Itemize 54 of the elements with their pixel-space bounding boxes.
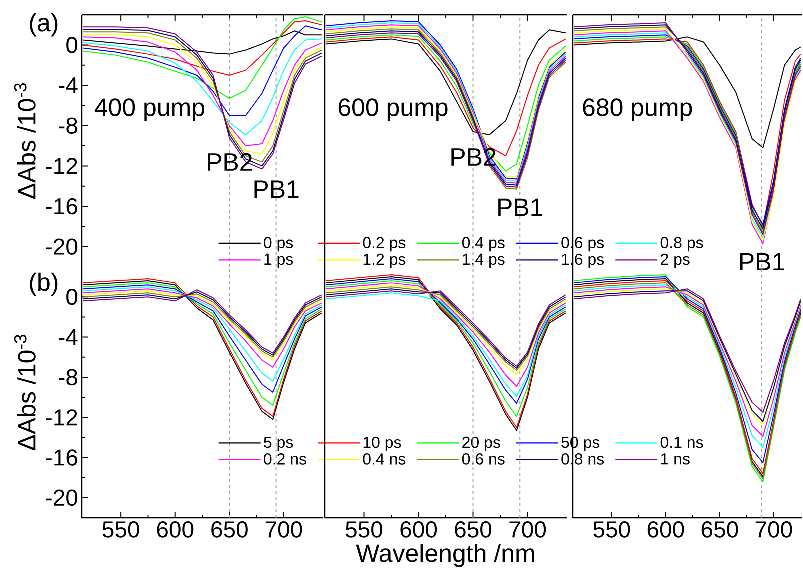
y-axis-title: ΔAbs /10$^{-3}$ (14, 334, 36, 451)
x-tick-label: 700 (510, 522, 546, 538)
legend-label: 0.2 ns (264, 454, 306, 465)
y-tick-label: -12 (46, 410, 78, 426)
y-tick-label: -20 (46, 490, 78, 506)
x-tick-label: 550 (346, 522, 383, 538)
x-axis-title: Wavelength /nm (356, 544, 534, 568)
annotation: PB1 (498, 198, 543, 216)
legend-label: 0 ps (264, 237, 294, 252)
legend-label: 10 ps (364, 436, 402, 452)
x-tick-label: 700 (756, 522, 792, 538)
y-tick-label: 0 (66, 37, 78, 54)
annotation: PB1 (740, 253, 784, 271)
x-tick-label: 550 (594, 522, 630, 538)
legend-label: 0.2 ps (363, 237, 406, 252)
legend-label: 0.8 ps (660, 237, 704, 252)
x-tick-label: 650 (702, 522, 738, 538)
legend-label: 1 ps (264, 254, 294, 268)
legend-label: 5 ps (264, 436, 294, 452)
legend-label: 1.4 ps (463, 254, 505, 268)
x-tick-label: 650 (455, 522, 492, 538)
legend-label: 1.2 ps (364, 254, 406, 268)
legend-label: 2 ps (661, 254, 690, 268)
legend-label: 0.1 ns (660, 436, 704, 448)
x-tick-label: 600 (400, 522, 438, 538)
y-tick-label: -12 (46, 158, 78, 174)
x-tick-label: 600 (157, 522, 194, 538)
y-tick-label: -8 (59, 118, 78, 134)
annotation: 400 pump (94, 98, 204, 122)
line-series (82, 16, 322, 100)
annotation: 600 pump (338, 98, 448, 122)
annotation: 680 pump (583, 98, 692, 122)
y-axis-title: ΔAbs /10$^{-3}$ (14, 83, 36, 200)
annotation: PB2 (208, 153, 252, 171)
chart-title: (a) (30, 13, 58, 37)
x-tick-label: 700 (266, 522, 302, 538)
legend-label: 0.4 ps (462, 237, 505, 252)
line-series (82, 20, 322, 76)
legend-label: 20 ps (462, 436, 500, 452)
x-tick-label: 600 (648, 522, 684, 538)
y-tick-label: -4 (59, 78, 78, 94)
legend-label: 0.4 ns (363, 454, 406, 465)
legend-label: 1 ns (661, 454, 690, 465)
y-tick-label: -20 (46, 238, 78, 255)
y-tick-label: -16 (46, 198, 78, 215)
y-tick-label: -16 (46, 450, 78, 466)
annotation: PB1 (254, 180, 299, 198)
y-tick-label: -8 (59, 369, 78, 386)
x-tick-label: 550 (102, 522, 140, 538)
y-tick-label: -4 (59, 329, 78, 346)
x-tick-label: 650 (212, 522, 248, 538)
legend-label: 0.6 ns (462, 454, 505, 465)
chart-title: (b) (30, 272, 58, 296)
y-tick-label: 0 (66, 288, 78, 306)
